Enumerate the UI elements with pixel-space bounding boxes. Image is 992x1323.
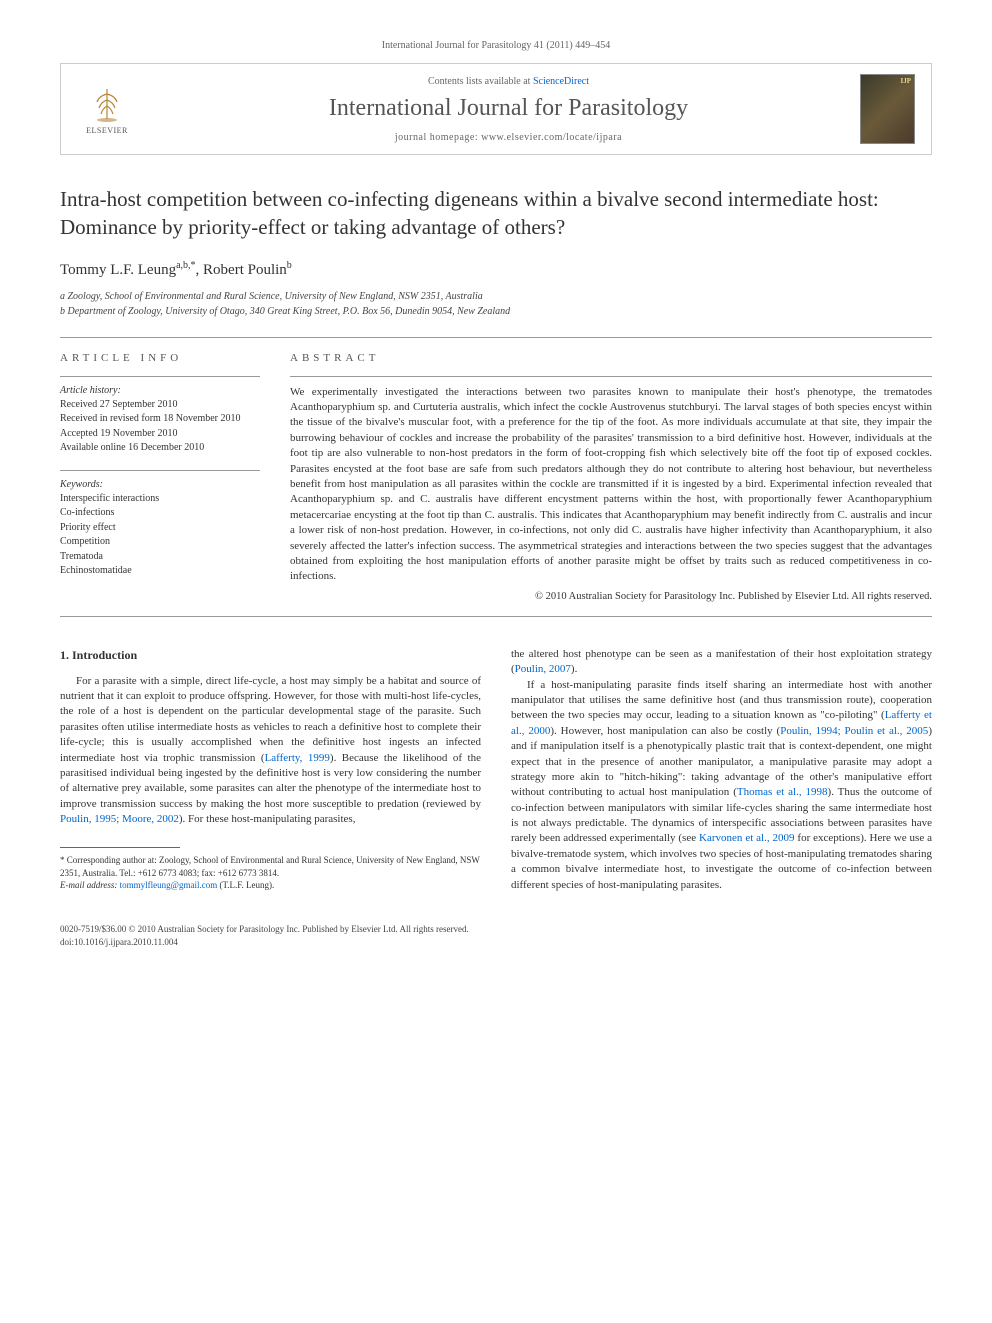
publisher-label: ELSEVIER bbox=[86, 126, 128, 135]
footnote-text: * Corresponding author at: Zoology, Scho… bbox=[60, 854, 481, 878]
footnote-separator bbox=[60, 847, 180, 848]
journal-homepage-line: journal homepage: www.elsevier.com/locat… bbox=[157, 132, 860, 143]
divider-bottom bbox=[60, 616, 932, 617]
ref-lafferty-1999[interactable]: Lafferty, 1999 bbox=[265, 752, 330, 764]
author-email[interactable]: tommylfleung@gmail.com bbox=[120, 880, 218, 890]
body-column-left: 1. Introduction For a parasite with a si… bbox=[60, 647, 481, 893]
author-2: , Robert Poulin bbox=[196, 262, 287, 278]
ref-thomas-1998[interactable]: Thomas et al., 1998 bbox=[737, 786, 828, 798]
corresponding-author-footnote: * Corresponding author at: Zoology, Scho… bbox=[60, 854, 481, 890]
abstract-divider bbox=[290, 376, 932, 377]
footnote-email-line: E-mail address: tommylfleung@gmail.com (… bbox=[60, 879, 481, 891]
body-two-column: 1. Introduction For a parasite with a si… bbox=[60, 647, 932, 893]
author-1: Tommy L.F. Leung bbox=[60, 262, 176, 278]
intro-paragraph-1: For a parasite with a simple, direct lif… bbox=[60, 674, 481, 828]
ref-poulin-2007[interactable]: Poulin, 2007 bbox=[515, 663, 571, 675]
sciencedirect-link[interactable]: ScienceDirect bbox=[533, 76, 589, 87]
info-divider-1 bbox=[60, 376, 260, 377]
footer-copyright: 0020-7519/$36.00 © 2010 Australian Socie… bbox=[60, 923, 932, 936]
keywords-list: Interspecific interactions Co-infections… bbox=[60, 492, 260, 579]
citation-line: International Journal for Parasitology 4… bbox=[60, 40, 932, 51]
history-label: Article history: bbox=[60, 385, 260, 396]
article-info-column: ARTICLE INFO Article history: Received 2… bbox=[60, 352, 260, 602]
article-title: Intra-host competition between co-infect… bbox=[60, 185, 932, 242]
intro-paragraph-2: If a host-manipulating parasite finds it… bbox=[511, 678, 932, 893]
page-container: International Journal for Parasitology 4… bbox=[0, 0, 992, 988]
info-abstract-row: ARTICLE INFO Article history: Received 2… bbox=[60, 352, 932, 602]
footer-doi: doi:10.1016/j.ijpara.2010.11.004 bbox=[60, 936, 932, 949]
article-info-heading: ARTICLE INFO bbox=[60, 352, 260, 364]
intro-paragraph-1-cont: the altered host phenotype can be seen a… bbox=[511, 647, 932, 678]
ref-poulin-1994-2005[interactable]: Poulin, 1994; Poulin et al., 2005 bbox=[780, 725, 928, 737]
contents-available-line: Contents lists available at ScienceDirec… bbox=[157, 76, 860, 87]
author-list: Tommy L.F. Leunga,b,*, Robert Poulinb bbox=[60, 260, 932, 279]
journal-header-box: ELSEVIER Contents lists available at Sci… bbox=[60, 63, 932, 155]
journal-cover-thumbnail: IJP bbox=[860, 74, 915, 144]
abstract-copyright: © 2010 Australian Society for Parasitolo… bbox=[290, 591, 932, 602]
page-footer: 0020-7519/$36.00 © 2010 Australian Socie… bbox=[60, 923, 932, 948]
section-heading-intro: 1. Introduction bbox=[60, 647, 481, 664]
email-label: E-mail address: bbox=[60, 880, 120, 890]
email-suffix: (T.L.F. Leung). bbox=[217, 880, 274, 890]
abstract-text: We experimentally investigated the inter… bbox=[290, 385, 932, 585]
affiliation-b: b Department of Zoology, University of O… bbox=[60, 304, 932, 319]
ref-poulin-moore[interactable]: Poulin, 1995; Moore, 2002 bbox=[60, 813, 179, 825]
section-title: Introduction bbox=[72, 648, 137, 662]
ref-karvonen-2009[interactable]: Karvonen et al., 2009 bbox=[699, 832, 794, 844]
keywords-label: Keywords: bbox=[60, 479, 260, 490]
info-divider-2 bbox=[60, 470, 260, 471]
abstract-heading: ABSTRACT bbox=[290, 352, 932, 364]
elsevier-tree-icon bbox=[87, 84, 127, 124]
author-2-affil: b bbox=[287, 260, 292, 271]
body-column-right: the altered host phenotype can be seen a… bbox=[511, 647, 932, 893]
section-number: 1. bbox=[60, 648, 69, 662]
elsevier-logo: ELSEVIER bbox=[77, 79, 137, 139]
affiliations: a Zoology, School of Environmental and R… bbox=[60, 289, 932, 319]
cover-abbrev: IJP bbox=[901, 77, 912, 85]
article-history: Received 27 September 2010 Received in r… bbox=[60, 398, 260, 456]
affiliation-a: a Zoology, School of Environmental and R… bbox=[60, 289, 932, 304]
abstract-column: ABSTRACT We experimentally investigated … bbox=[290, 352, 932, 602]
header-center: Contents lists available at ScienceDirec… bbox=[157, 76, 860, 143]
author-1-affil: a,b,* bbox=[176, 260, 195, 271]
divider-top bbox=[60, 337, 932, 338]
journal-title: International Journal for Parasitology bbox=[157, 95, 860, 122]
contents-prefix: Contents lists available at bbox=[428, 76, 533, 87]
